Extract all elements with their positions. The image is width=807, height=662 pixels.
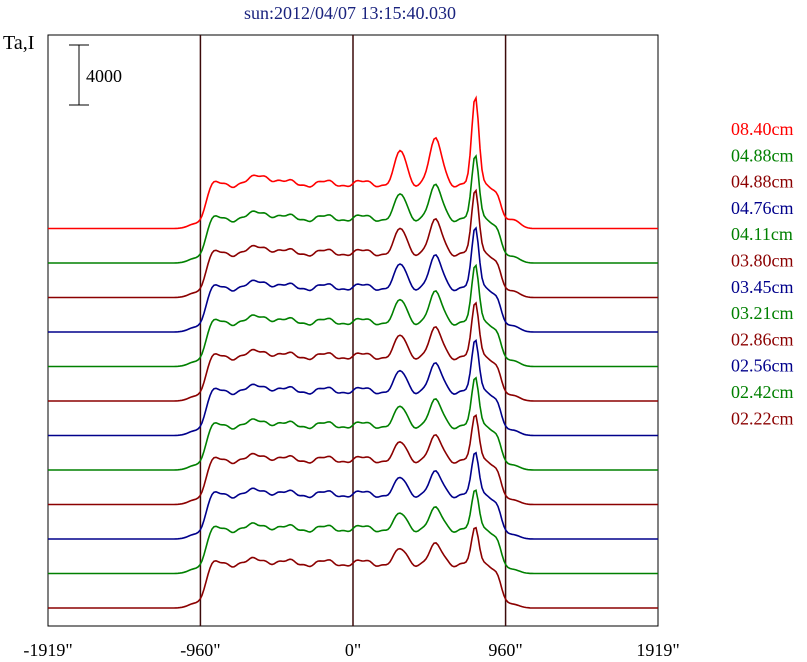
legend-entry-4: 04.11cm [731, 224, 793, 244]
series-line-02.56cm [48, 451, 658, 540]
series-line-04.11cm [48, 263, 658, 368]
series-line-08.40cm [48, 95, 658, 230]
legend: 08.40cm 04.88cm 04.88cm 04.76cm 04.11cm 03.80… [731, 119, 794, 428]
vertical-reference-lines [199, 35, 507, 626]
legend-entry-7: 03.21cm [731, 303, 794, 323]
legend-entry-1: 04.88cm [731, 145, 794, 165]
series-group [48, 95, 658, 609]
x-tick-label-0: -1919" [23, 640, 72, 660]
series-line-03.80cm [48, 301, 658, 402]
legend-entry-5: 03.80cm [731, 251, 794, 271]
scale-bar: 4000 [69, 44, 122, 106]
series-line-04.76cm [48, 226, 658, 333]
x-tick-label-4: 1919" [636, 640, 679, 660]
legend-entry-6: 03.45cm [731, 277, 794, 297]
legend-entry-0: 08.40cm [731, 119, 794, 139]
legend-entry-9: 02.56cm [731, 356, 794, 376]
series-line-02.22cm [48, 526, 658, 609]
x-tick-label-3: 960" [488, 640, 522, 660]
legend-entry-10: 02.42cm [731, 382, 794, 402]
legend-entry-8: 02.86cm [731, 329, 794, 349]
x-tick-label-1: -960" [180, 640, 220, 660]
series-line-03.45cm [48, 338, 658, 437]
scale-bar-label: 4000 [86, 66, 122, 86]
chart-title: sun:2012/04/07 13:15:40.030 [244, 3, 456, 23]
series-line-04.88cm [48, 154, 658, 264]
legend-entry-2: 04.88cm [731, 172, 794, 192]
series-line-02.86cm [48, 414, 658, 506]
x-tick-label-2: 0" [345, 640, 361, 660]
series-line-04.88cm [48, 188, 658, 299]
series-line-02.42cm [48, 489, 658, 575]
legend-entry-11: 02.22cm [731, 408, 794, 428]
legend-entry-3: 04.76cm [731, 198, 794, 218]
x-tick-labels: -1919" -960" 0" 960" 1919" [23, 640, 679, 660]
series-line-03.21cm [48, 376, 658, 471]
y-axis-label: Ta,I [3, 32, 34, 54]
